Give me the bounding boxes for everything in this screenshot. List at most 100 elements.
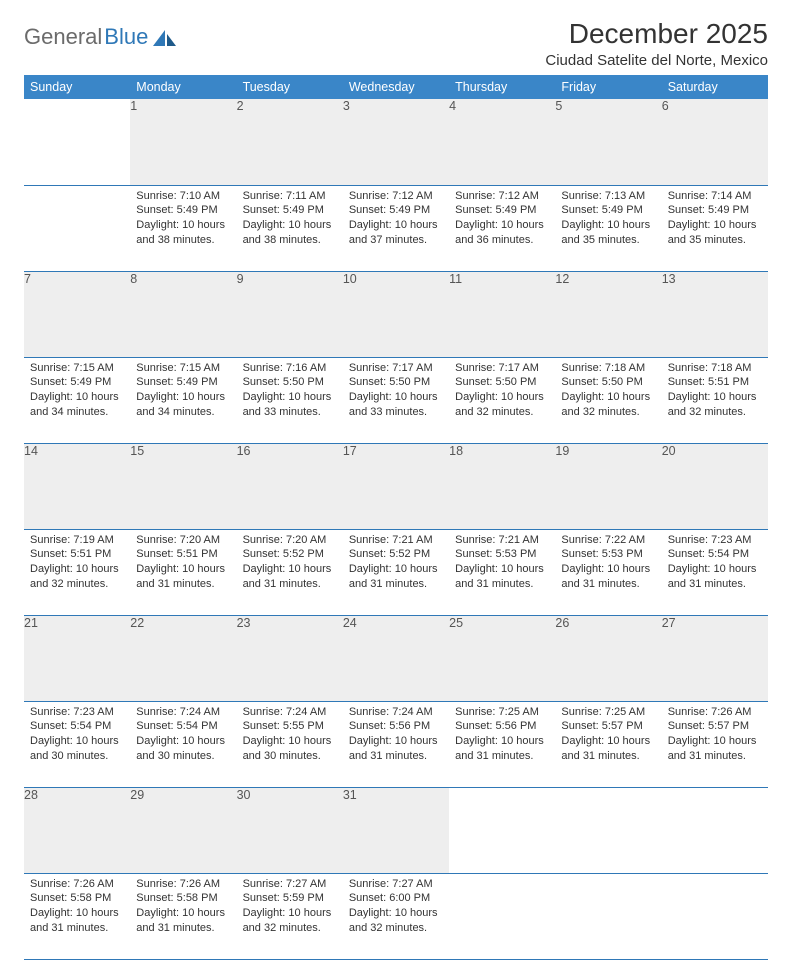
sunset-line: Sunset: 5:49 PM xyxy=(30,375,124,390)
sunset-line: Sunset: 5:49 PM xyxy=(561,203,655,218)
day-cell: Sunrise: 7:25 AMSunset: 5:56 PMDaylight:… xyxy=(449,701,555,787)
day-cell: Sunrise: 7:17 AMSunset: 5:50 PMDaylight:… xyxy=(343,357,449,443)
day-cell xyxy=(662,873,768,959)
day-number: 17 xyxy=(343,443,449,529)
brand-sail-icon xyxy=(152,28,178,48)
day-cell: Sunrise: 7:18 AMSunset: 5:51 PMDaylight:… xyxy=(662,357,768,443)
sunrise-line: Sunrise: 7:18 AM xyxy=(668,361,762,376)
sunrise-line: Sunrise: 7:15 AM xyxy=(30,361,124,376)
brand-part1: General xyxy=(24,24,102,50)
sunset-line: Sunset: 5:50 PM xyxy=(243,375,337,390)
header: GeneralBlue December 2025 Ciudad Satelit… xyxy=(24,18,768,69)
sunset-line: Sunset: 6:00 PM xyxy=(349,891,443,906)
day-number xyxy=(449,787,555,873)
week-row: Sunrise: 7:23 AMSunset: 5:54 PMDaylight:… xyxy=(24,701,768,787)
sunset-line: Sunset: 5:57 PM xyxy=(668,719,762,734)
daylight-line: Daylight: 10 hours and 31 minutes. xyxy=(349,562,443,592)
day-header-row: SundayMondayTuesdayWednesdayThursdayFrid… xyxy=(24,75,768,99)
day-number: 13 xyxy=(662,271,768,357)
brand-logo: GeneralBlue xyxy=(24,18,178,50)
sunset-line: Sunset: 5:54 PM xyxy=(30,719,124,734)
sunrise-line: Sunrise: 7:18 AM xyxy=(561,361,655,376)
day-number: 20 xyxy=(662,443,768,529)
month-title: December 2025 xyxy=(545,18,768,50)
sunrise-line: Sunrise: 7:24 AM xyxy=(349,705,443,720)
sunrise-line: Sunrise: 7:12 AM xyxy=(455,189,549,204)
day-header: Saturday xyxy=(662,75,768,99)
daylight-line: Daylight: 10 hours and 31 minutes. xyxy=(243,562,337,592)
day-number: 22 xyxy=(130,615,236,701)
day-number: 14 xyxy=(24,443,130,529)
daylight-line: Daylight: 10 hours and 33 minutes. xyxy=(243,390,337,420)
sunrise-line: Sunrise: 7:24 AM xyxy=(243,705,337,720)
daylight-line: Daylight: 10 hours and 31 minutes. xyxy=(349,734,443,764)
sunset-line: Sunset: 5:49 PM xyxy=(349,203,443,218)
sunrise-line: Sunrise: 7:23 AM xyxy=(30,705,124,720)
daylight-line: Daylight: 10 hours and 31 minutes. xyxy=(136,562,230,592)
day-number: 2 xyxy=(237,99,343,185)
daylight-line: Daylight: 10 hours and 31 minutes. xyxy=(30,906,124,936)
sunrise-line: Sunrise: 7:19 AM xyxy=(30,533,124,548)
sunset-line: Sunset: 5:50 PM xyxy=(561,375,655,390)
day-cell: Sunrise: 7:13 AMSunset: 5:49 PMDaylight:… xyxy=(555,185,661,271)
day-cell: Sunrise: 7:25 AMSunset: 5:57 PMDaylight:… xyxy=(555,701,661,787)
day-number: 5 xyxy=(555,99,661,185)
sunrise-line: Sunrise: 7:21 AM xyxy=(455,533,549,548)
sunset-line: Sunset: 5:58 PM xyxy=(136,891,230,906)
day-cell: Sunrise: 7:23 AMSunset: 5:54 PMDaylight:… xyxy=(24,701,130,787)
daylight-line: Daylight: 10 hours and 32 minutes. xyxy=(561,390,655,420)
day-cell: Sunrise: 7:20 AMSunset: 5:52 PMDaylight:… xyxy=(237,529,343,615)
day-cell xyxy=(449,873,555,959)
day-cell: Sunrise: 7:17 AMSunset: 5:50 PMDaylight:… xyxy=(449,357,555,443)
sunset-line: Sunset: 5:49 PM xyxy=(243,203,337,218)
day-cell: Sunrise: 7:21 AMSunset: 5:52 PMDaylight:… xyxy=(343,529,449,615)
sunrise-line: Sunrise: 7:14 AM xyxy=(668,189,762,204)
day-number: 19 xyxy=(555,443,661,529)
day-cell xyxy=(24,185,130,271)
sunset-line: Sunset: 5:56 PM xyxy=(349,719,443,734)
day-cell: Sunrise: 7:19 AMSunset: 5:51 PMDaylight:… xyxy=(24,529,130,615)
daylight-line: Daylight: 10 hours and 33 minutes. xyxy=(349,390,443,420)
sunrise-line: Sunrise: 7:23 AM xyxy=(668,533,762,548)
sunrise-line: Sunrise: 7:10 AM xyxy=(136,189,230,204)
week-row: Sunrise: 7:10 AMSunset: 5:49 PMDaylight:… xyxy=(24,185,768,271)
week-row: Sunrise: 7:26 AMSunset: 5:58 PM Daylight:… xyxy=(24,873,768,959)
sunset-line: Sunset: 5:56 PM xyxy=(455,719,549,734)
day-cell: Sunrise: 7:24 AMSunset: 5:56 PMDaylight:… xyxy=(343,701,449,787)
sunrise-line: Sunrise: 7:26 AM xyxy=(668,705,762,720)
day-number: 6 xyxy=(662,99,768,185)
daylight-line: Daylight: 10 hours and 38 minutes. xyxy=(136,218,230,248)
day-cell: Sunrise: 7:12 AMSunset: 5:49 PMDaylight:… xyxy=(343,185,449,271)
day-header: Sunday xyxy=(24,75,130,99)
day-cell: Sunrise: 7:18 AMSunset: 5:50 PMDaylight:… xyxy=(555,357,661,443)
day-number-row: 28293031 xyxy=(24,787,768,873)
day-number xyxy=(662,787,768,873)
day-cell: Sunrise: 7:26 AMSunset: 5:58 PMDaylight:… xyxy=(130,873,236,959)
daylight-line: Daylight: 10 hours and 31 minutes. xyxy=(668,734,762,764)
sunset-line: Sunset: 5:49 PM xyxy=(136,203,230,218)
day-number-row: 78910111213 xyxy=(24,271,768,357)
daylight-line: Daylight: 10 hours and 34 minutes. xyxy=(30,390,124,420)
sunrise-line: Sunrise: 7:26 AM xyxy=(136,877,230,892)
daylight-line: Daylight: 10 hours and 31 minutes. xyxy=(455,734,549,764)
daylight-line: Daylight: 10 hours and 32 minutes. xyxy=(668,390,762,420)
daylight-line: Daylight: 10 hours and 30 minutes. xyxy=(30,734,124,764)
sunset-line: Sunset: 5:53 PM xyxy=(455,547,549,562)
sunrise-line: Sunrise: 7:22 AM xyxy=(561,533,655,548)
day-number: 8 xyxy=(130,271,236,357)
sunset-line: Sunset: 5:49 PM xyxy=(668,203,762,218)
day-number xyxy=(24,99,130,185)
day-header: Thursday xyxy=(449,75,555,99)
day-cell: Sunrise: 7:27 AMSunset: 6:00 PMDaylight:… xyxy=(343,873,449,959)
sunset-line: Sunset: 5:49 PM xyxy=(455,203,549,218)
day-cell: Sunrise: 7:15 AMSunset: 5:49 PMDaylight:… xyxy=(24,357,130,443)
day-cell: Sunrise: 7:15 AMSunset: 5:49 PMDaylight:… xyxy=(130,357,236,443)
day-cell: Sunrise: 7:16 AMSunset: 5:50 PMDaylight:… xyxy=(237,357,343,443)
daylight-line: Daylight: 10 hours and 35 minutes. xyxy=(668,218,762,248)
sunset-line: Sunset: 5:51 PM xyxy=(30,547,124,562)
day-number: 18 xyxy=(449,443,555,529)
sunset-line: Sunset: 5:54 PM xyxy=(136,719,230,734)
day-cell: Sunrise: 7:14 AMSunset: 5:49 PMDaylight:… xyxy=(662,185,768,271)
sunrise-line: Sunrise: 7:21 AM xyxy=(349,533,443,548)
sunrise-line: Sunrise: 7:24 AM xyxy=(136,705,230,720)
